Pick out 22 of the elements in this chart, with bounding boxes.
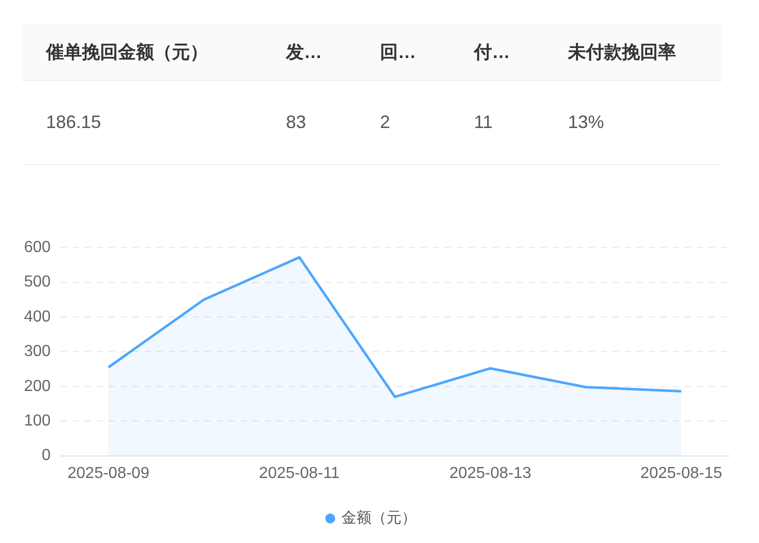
y-tick-label: 300 [24, 343, 51, 360]
x-tick-label: 2025-08-15 [640, 464, 722, 482]
x-tick-label: 2025-08-13 [449, 464, 532, 482]
x-tick-label: 2025-08-11 [259, 464, 340, 482]
y-tick-label: 400 [24, 308, 51, 326]
y-tick-label: 600 [24, 239, 51, 256]
category-label: 发… [262, 24, 356, 80]
y-tick-label: 0 [42, 447, 51, 464]
text: 83 [286, 112, 306, 132]
text: 13% [568, 112, 604, 132]
category-label: 未付款挽回率 [544, 24, 722, 80]
y-tick-label: 100 [24, 412, 51, 430]
text: 186.15 [46, 112, 102, 132]
x-tick-label: 2025-08-09 [68, 464, 150, 482]
category-label: 催单挽回金额（元） [22, 24, 262, 80]
y-tick-label: 200 [24, 378, 51, 395]
category-label: 回… [356, 24, 450, 80]
text: 2 [380, 112, 390, 132]
y-tick-label: 500 [24, 274, 51, 291]
text: 11 [474, 112, 493, 132]
category-label: 付… [450, 24, 544, 80]
legend-label: 金额（元） [341, 510, 416, 527]
